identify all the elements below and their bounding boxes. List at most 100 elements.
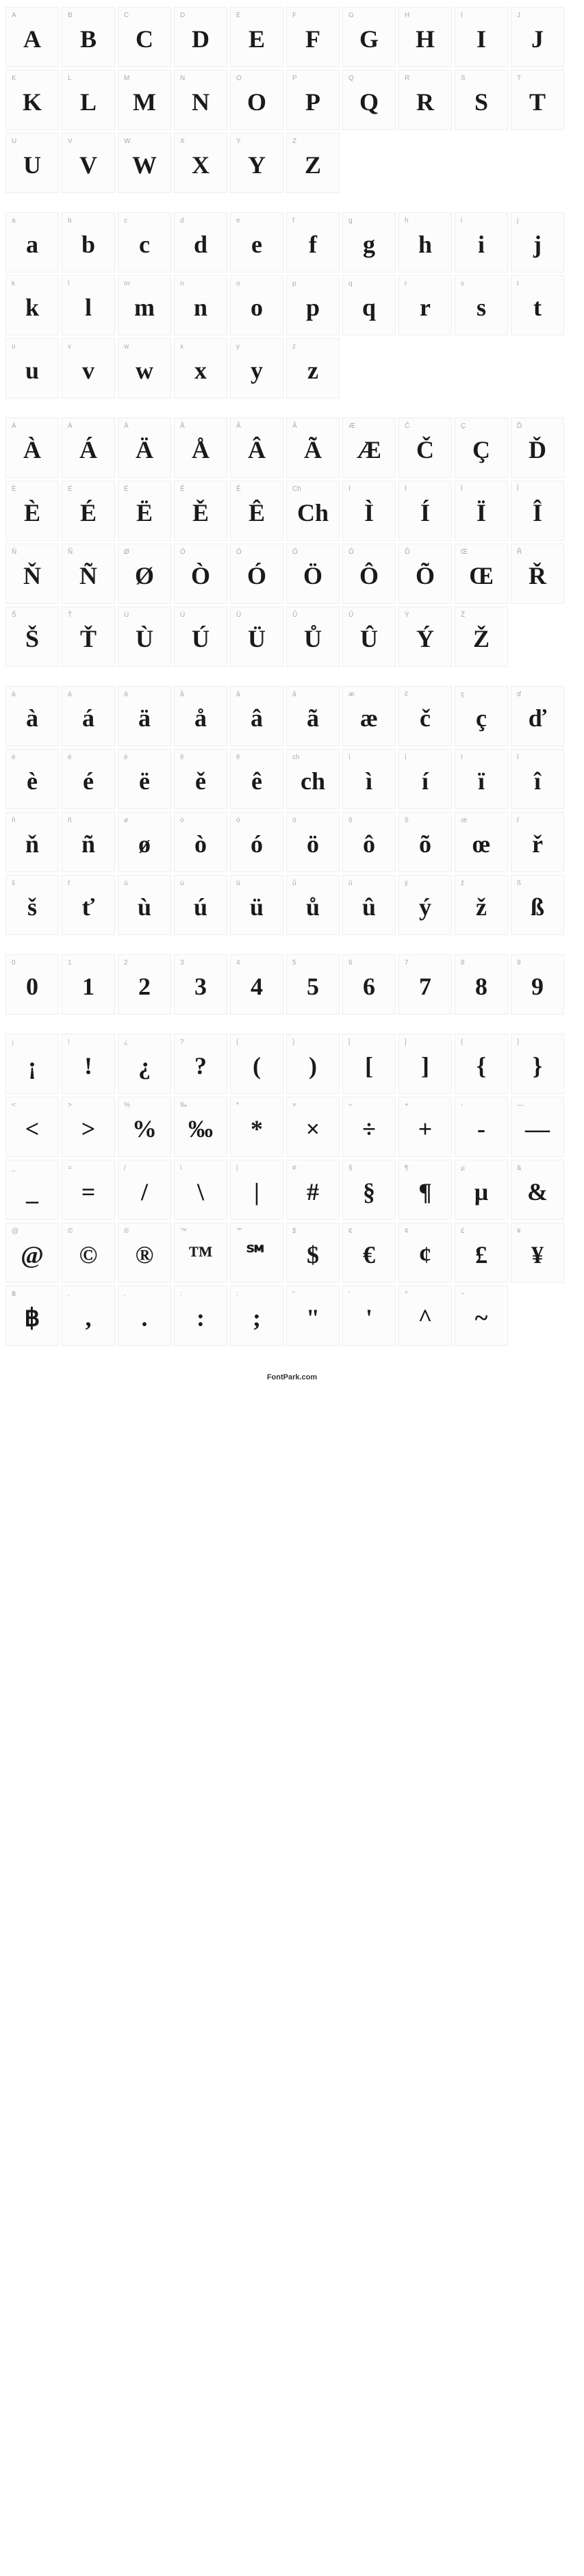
glyph-label: Ò (180, 548, 186, 556)
glyph-card: ĎĎ (511, 418, 564, 478)
glyph-card: îî (511, 749, 564, 809)
glyph-card: 00 (5, 954, 59, 1015)
glyph-char: v (82, 358, 94, 383)
glyph-label: 9 (517, 959, 521, 967)
glyph-char: ď (529, 706, 546, 730)
glyph-label: ť (68, 880, 71, 887)
glyph-label: ] (405, 1038, 407, 1046)
glyph-card: ŒŒ (455, 544, 508, 604)
glyph-label: ‰ (180, 1101, 187, 1109)
glyph-label: î (517, 754, 519, 761)
glyph-card: tt (511, 275, 564, 335)
glyph-card: ŇŇ (5, 544, 59, 604)
glyph-char: l (85, 295, 92, 320)
glyph-card: ÜÜ (230, 607, 283, 667)
glyph-char: w (136, 358, 153, 383)
glyph-card: õõ (398, 812, 452, 872)
glyph-card: ÃÃ (286, 418, 340, 478)
glyph-char: Í (420, 500, 430, 525)
glyph-label: Ü (236, 611, 241, 619)
glyph-card: ôô (342, 812, 396, 872)
glyph-label: Š (12, 611, 16, 619)
glyph-char: à (26, 706, 38, 730)
glyph-card: éé (62, 749, 115, 809)
glyph-label: # (292, 1164, 296, 1172)
glyph-char: Å (192, 437, 210, 462)
glyph-label: I (461, 12, 463, 19)
glyph-card: XX (174, 133, 227, 193)
glyph-char: Ó (247, 563, 266, 588)
glyph-card: ŽŽ (455, 607, 508, 667)
glyph-card: == (62, 1160, 115, 1220)
glyph-card: ÈÈ (5, 481, 59, 541)
glyph-card: && (511, 1160, 564, 1220)
glyph-card: "" (286, 1286, 340, 1346)
glyph-card: :: (174, 1286, 227, 1346)
glyph-card: ÷÷ (342, 1097, 396, 1157)
glyph-label: ì (348, 754, 351, 761)
glyph-label: ê (236, 754, 240, 761)
glyph-label: J (517, 12, 520, 19)
glyph-label: ď (517, 691, 521, 698)
glyph-label: Î (517, 485, 519, 493)
glyph-card: chch (286, 749, 340, 809)
glyph-card: ÂÂ (230, 418, 283, 478)
glyph-label: 3 (180, 959, 184, 967)
glyph-char: č (420, 706, 431, 730)
glyph-card: )) (286, 1034, 340, 1094)
glyph-card: ůů (286, 875, 340, 935)
glyph-card: 22 (118, 954, 171, 1015)
glyph-label: á (68, 691, 72, 698)
glyph-label: / (124, 1164, 126, 1172)
glyph-card: \\ (174, 1160, 227, 1220)
glyph-label: Ň (12, 548, 16, 556)
glyph-char: ? (194, 1054, 207, 1078)
glyph-card: LL (62, 70, 115, 130)
glyph-label: ) (292, 1038, 294, 1046)
glyph-card: ÓÓ (230, 544, 283, 604)
glyph-char: V (79, 153, 97, 177)
glyph-char: Õ (416, 563, 435, 588)
glyph-char: æ (360, 706, 378, 730)
glyph-label: É (68, 485, 73, 493)
glyph-label: ô (348, 817, 353, 824)
glyph-char: 9 (531, 974, 544, 999)
glyph-label: Á (68, 422, 73, 430)
glyph-char: P (305, 90, 320, 114)
glyph-char: Æ (357, 437, 381, 462)
glyph-card: [[ (342, 1034, 396, 1094)
glyph-card: 44 (230, 954, 283, 1015)
glyph-label: h (405, 217, 409, 225)
glyph-card: ŤŤ (62, 607, 115, 667)
glyph-label: ä (124, 691, 128, 698)
glyph-card: ÄÄ (118, 418, 171, 478)
glyph-card: ‰‰ (174, 1097, 227, 1157)
glyph-label: Ã (292, 422, 297, 430)
glyph-card: ×× (286, 1097, 340, 1157)
section-uppercase: AABBCCDDEEFFGGHHIIJJKKLLMMNNOOPPQQRRSSTT… (5, 7, 579, 193)
glyph-char: Á (79, 437, 97, 462)
glyph-char: O (247, 90, 266, 114)
glyph-card: 99 (511, 954, 564, 1015)
glyph-card: ëë (118, 749, 171, 809)
glyph-label: ℠ (236, 1227, 243, 1235)
glyph-char: , (86, 1305, 92, 1330)
glyph-card: ĚĚ (174, 481, 227, 541)
glyph-card: åå (174, 686, 227, 746)
glyph-char: [ (365, 1054, 373, 1078)
glyph-label: ú (180, 880, 184, 887)
glyph-label: Ů (292, 611, 297, 619)
glyph-char: ' (366, 1305, 372, 1330)
glyph-label: ^ (405, 1290, 408, 1298)
glyph-char: } (533, 1054, 542, 1078)
glyph-label: ø (124, 817, 128, 824)
glyph-char: £ (475, 1242, 487, 1267)
glyph-label: A (12, 12, 16, 19)
glyph-char: û (362, 895, 376, 919)
glyph-char: @ (21, 1242, 44, 1267)
glyph-label: Z (292, 138, 296, 145)
glyph-card: CC (118, 7, 171, 67)
glyph-char: Ě (192, 500, 209, 525)
glyph-char: \ (197, 1179, 204, 1204)
glyph-label: Ž (461, 611, 465, 619)
